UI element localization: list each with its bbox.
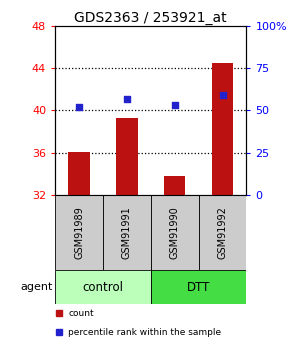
Point bbox=[172, 102, 177, 108]
Text: GSM91990: GSM91990 bbox=[170, 206, 180, 259]
Bar bbox=[103, 195, 151, 270]
Bar bbox=[212, 63, 233, 195]
Text: GSM91991: GSM91991 bbox=[122, 206, 132, 259]
Bar bbox=[164, 176, 186, 195]
Text: GSM91989: GSM91989 bbox=[74, 206, 84, 259]
Point bbox=[220, 92, 225, 97]
Text: control: control bbox=[82, 280, 124, 294]
Text: percentile rank within the sample: percentile rank within the sample bbox=[68, 328, 222, 337]
Bar bbox=[116, 118, 138, 195]
Title: GDS2363 / 253921_at: GDS2363 / 253921_at bbox=[75, 11, 227, 25]
Bar bbox=[55, 195, 103, 270]
Text: DTT: DTT bbox=[187, 280, 210, 294]
Bar bbox=[55, 270, 151, 304]
Text: agent: agent bbox=[20, 282, 53, 292]
Point bbox=[77, 105, 81, 110]
Bar bbox=[151, 195, 199, 270]
Bar bbox=[199, 195, 246, 270]
Text: count: count bbox=[68, 309, 94, 318]
Text: GSM91992: GSM91992 bbox=[218, 206, 228, 259]
Bar bbox=[68, 152, 90, 195]
Point bbox=[125, 96, 129, 101]
Bar bbox=[151, 270, 246, 304]
